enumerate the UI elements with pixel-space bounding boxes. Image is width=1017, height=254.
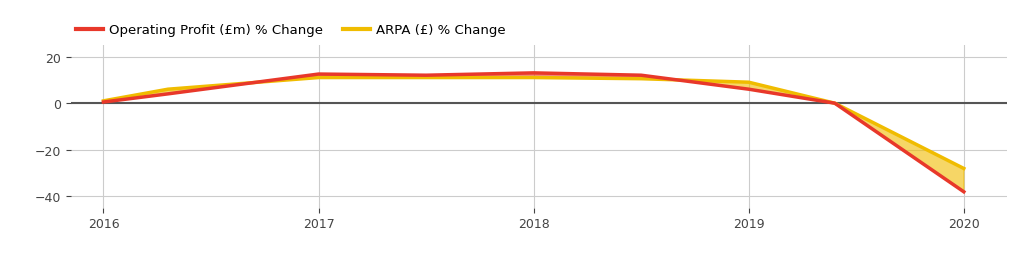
Legend: Operating Profit (£m) % Change, ARPA (£) % Change: Operating Profit (£m) % Change, ARPA (£)… — [71, 19, 512, 42]
